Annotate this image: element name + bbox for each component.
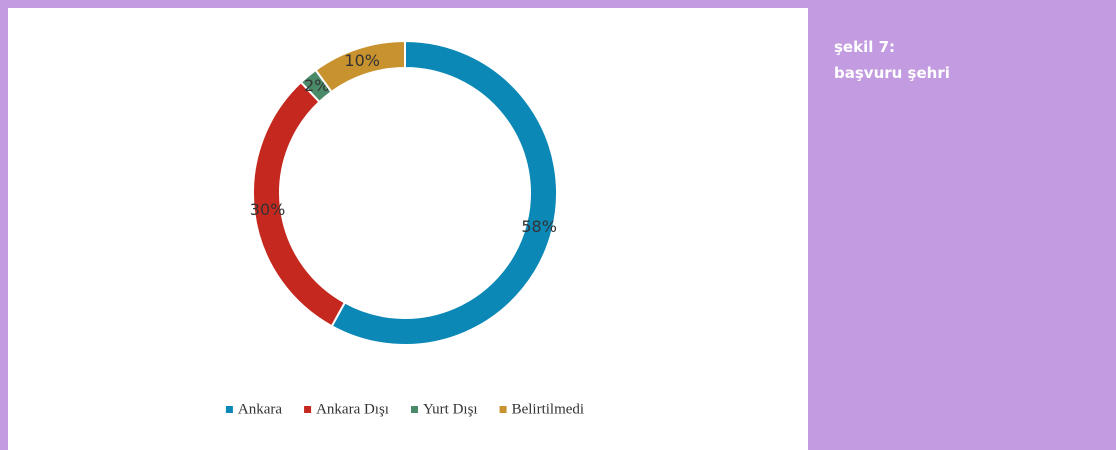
legend-label: Ankara Dışı (316, 401, 389, 417)
caption: şekil 7: başvuru şehri (834, 34, 950, 86)
caption-line: başvuru şehri (834, 64, 950, 82)
legend-label: Yurt Dışı (423, 401, 478, 417)
legend-label: Belirtilmedi (512, 401, 585, 417)
chart-panel (8, 8, 808, 450)
data-label: 58% (521, 217, 557, 236)
donut-slice (314, 39, 406, 94)
legend-marker (410, 406, 418, 413)
legend-marker (499, 406, 507, 413)
data-label: 10% (344, 51, 380, 70)
donut-slice (330, 39, 558, 346)
chart: 58%30%2%10%Ankara Ankara Dışı Yurt Dışı Bel… (225, 39, 585, 417)
caption-line: şekil 7: (834, 38, 896, 56)
legend-label: Ankara (238, 401, 282, 417)
legend-marker (304, 406, 312, 413)
data-label: 30% (250, 200, 286, 219)
legend-marker (225, 406, 233, 413)
